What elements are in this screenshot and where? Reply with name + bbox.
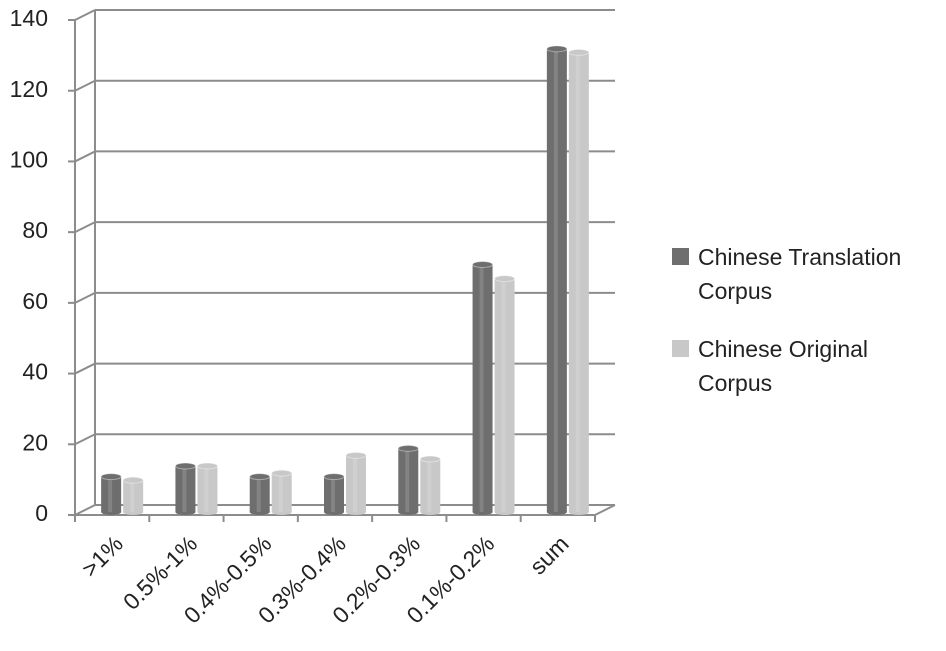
grid-line (74, 79, 96, 92)
bar (123, 480, 144, 512)
grid-line (74, 221, 96, 234)
legend-label: Chinese Original Corpus (698, 336, 869, 396)
legend-label: Chinese Translation Corpus (698, 244, 902, 304)
bar-shine (278, 476, 283, 512)
bar-top (494, 275, 516, 283)
bar (249, 476, 270, 512)
bar-base (101, 509, 122, 515)
bar (271, 473, 292, 512)
bar-top (568, 48, 590, 56)
bar-base (123, 509, 144, 515)
bar-base (568, 509, 589, 515)
bar (101, 476, 122, 512)
y-tick-label: 40 (22, 359, 48, 385)
grid-line (74, 504, 96, 516)
y-tick-label: 100 (10, 147, 48, 173)
bar-top (174, 462, 196, 470)
bar-base (324, 509, 344, 515)
grid-line (74, 362, 96, 375)
bar-shine (427, 461, 432, 512)
y-tick-label: 0 (35, 500, 48, 526)
bar (568, 52, 589, 512)
legend-item: Chinese Original Corpus (672, 332, 942, 400)
bar (324, 476, 344, 512)
bar (546, 48, 567, 512)
y-tick-label: 20 (22, 429, 48, 455)
bar (197, 466, 218, 512)
grid-line (74, 150, 96, 163)
bar-shine (256, 479, 261, 512)
y-tick-label: 120 (10, 76, 48, 102)
bar-base (472, 509, 493, 515)
bar-base (494, 509, 515, 515)
bar-base (346, 509, 366, 515)
floor-edge (594, 504, 616, 516)
bar-top (472, 261, 494, 268)
y-tick-label: 60 (22, 288, 48, 314)
bar-shine (353, 458, 357, 512)
bar-top (345, 451, 367, 459)
bar (420, 458, 441, 512)
legend-swatch (672, 248, 689, 265)
bar (346, 455, 366, 512)
bar-base (249, 509, 270, 515)
bar (494, 278, 515, 512)
bar-base (197, 509, 218, 515)
bar-base (420, 509, 441, 515)
x-tick-label: >1% (77, 530, 128, 581)
bar-shine (182, 469, 187, 512)
bar-base (271, 509, 292, 515)
bar-top (122, 476, 144, 484)
bar-shine (130, 483, 135, 512)
bar-shine (575, 55, 580, 512)
bar-shine (405, 451, 410, 512)
bar (175, 466, 196, 512)
bar-top (249, 473, 271, 481)
bar-base (175, 509, 196, 515)
x-tick-label: sum (525, 530, 574, 579)
bar (398, 448, 419, 512)
bar-top (196, 462, 218, 470)
legend-swatch (672, 340, 689, 357)
grid-line (74, 9, 96, 21)
bar-top (397, 444, 419, 452)
bar-top (546, 45, 568, 53)
y-tick-label: 80 (22, 217, 48, 243)
bar (472, 264, 493, 512)
legend-item: Chinese Translation Corpus (672, 240, 942, 308)
bar-shine (501, 281, 506, 512)
grid-line (74, 291, 96, 304)
bar-shine (479, 267, 484, 512)
legend: Chinese Translation Corpus Chinese Origin… (672, 240, 942, 424)
grid-line (74, 433, 96, 446)
bar-top (323, 473, 345, 481)
bar-shine (331, 479, 335, 512)
bar-base (546, 509, 567, 515)
bar-shine (204, 469, 209, 512)
bar-shine (553, 51, 558, 512)
bar-top (100, 473, 122, 481)
y-tick-label: 140 (10, 5, 48, 31)
bar-top (271, 469, 293, 477)
bar-shine (108, 479, 113, 512)
bar-base (398, 509, 419, 515)
bar-top (419, 455, 441, 463)
